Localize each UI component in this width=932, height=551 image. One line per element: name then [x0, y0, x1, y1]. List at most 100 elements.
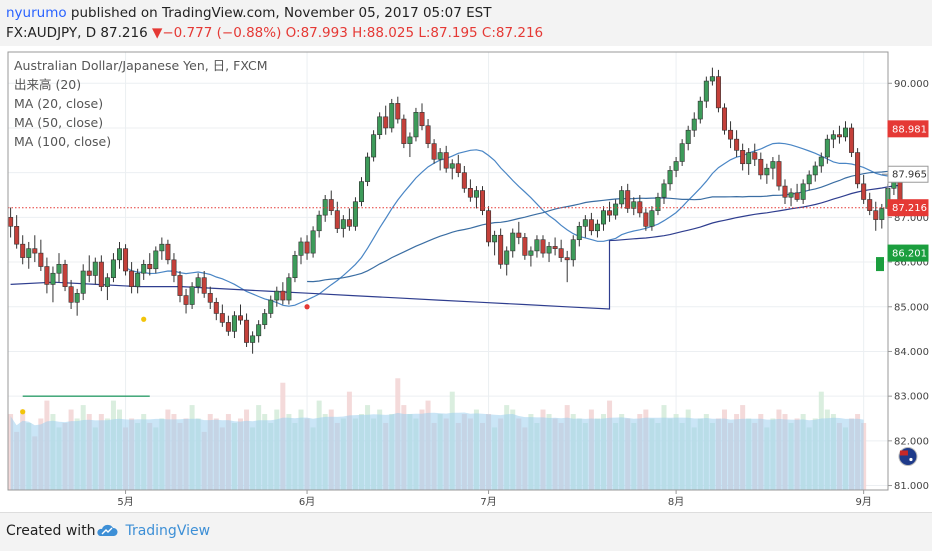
candle-body	[268, 299, 274, 314]
candle-body	[613, 203, 619, 216]
candle-body	[824, 138, 830, 158]
price-tag-label: 88.981	[892, 124, 927, 135]
candle-body	[855, 152, 861, 185]
legend-line: Australian Dollar/Japanese Yen, 日, FXCM	[14, 58, 268, 73]
candle-body	[14, 226, 20, 245]
price-tag-label: 87.965	[892, 170, 927, 181]
tradingview-cloud-icon	[97, 524, 118, 536]
candle-body	[697, 100, 703, 120]
candle-body	[431, 143, 437, 160]
candle-body	[849, 127, 855, 153]
ma-100-line	[10, 184, 901, 310]
au-flag-icon	[898, 446, 918, 466]
candle-body	[165, 243, 171, 261]
candle-body	[129, 270, 135, 287]
alert-marker	[876, 257, 884, 272]
event-dot	[304, 304, 310, 310]
flag-star	[909, 457, 913, 462]
candle-body	[153, 250, 159, 270]
candles	[8, 67, 903, 354]
candle-body	[304, 241, 310, 254]
candle-body	[225, 322, 231, 332]
volume-bars	[8, 378, 867, 490]
legend-line: 出来高 (20)	[14, 77, 81, 92]
candle-body	[443, 152, 449, 169]
candle-body	[80, 270, 86, 294]
tradingview-brand[interactable]: TradingView	[96, 523, 210, 539]
quote-line: FX:AUDJPY, D 87.216 ▼−0.777 (−0.88%) O:8…	[6, 25, 543, 41]
candle-body	[619, 190, 625, 205]
candle-body	[655, 196, 661, 211]
candle-body	[842, 127, 848, 138]
candle-body	[8, 217, 14, 227]
candle-body	[328, 199, 334, 211]
price-tag	[887, 120, 929, 138]
candle-body	[570, 239, 576, 261]
chart-frame	[7, 51, 889, 491]
volume-ma-area	[10, 412, 864, 490]
candle-body	[177, 275, 183, 296]
flag-circle	[898, 446, 918, 466]
candle-body	[770, 161, 776, 169]
candle-body	[32, 248, 38, 254]
candle-body	[171, 259, 177, 276]
candle-body	[44, 266, 50, 285]
candle-body	[358, 181, 364, 203]
candle-body	[371, 134, 377, 158]
candle-body	[740, 150, 746, 165]
x-tick-label: 7月	[480, 496, 496, 508]
x-tick-label: 9月	[855, 496, 871, 508]
candle-body	[607, 210, 613, 216]
candle-body	[123, 248, 129, 272]
volume-bar	[861, 422, 867, 490]
candle-body	[352, 201, 358, 227]
candle-body	[110, 259, 116, 279]
candle-body	[346, 219, 352, 227]
x-tick-label: 8月	[668, 496, 684, 508]
candle-body	[310, 230, 316, 254]
candle-body	[873, 210, 879, 220]
event-dot	[141, 316, 147, 322]
publish-line: nyurumo published on TradingView.com, No…	[6, 5, 492, 21]
candle-body	[673, 161, 679, 171]
candle-body	[546, 246, 552, 254]
candle-body	[685, 129, 691, 144]
candle-body	[62, 263, 68, 287]
candle-body	[377, 116, 383, 135]
candle-body	[213, 301, 219, 314]
price-tag	[887, 244, 929, 262]
symbol-label: FX:AUDJPY, D	[6, 25, 97, 41]
candle-body	[250, 335, 256, 343]
candle-body	[504, 250, 510, 265]
candle-body	[316, 214, 322, 232]
candle-body	[564, 257, 570, 261]
candle-body	[806, 174, 812, 185]
candle-body	[407, 136, 413, 144]
candle-body	[691, 118, 697, 131]
price-tag-label: 86.201	[892, 249, 927, 260]
candle-body	[734, 138, 740, 151]
candle-body	[280, 290, 286, 301]
candle-body	[594, 223, 600, 232]
price-chart[interactable]: 90.00089.00088.00087.00086.00085.00084.0…	[0, 46, 932, 512]
candle-body	[836, 134, 842, 138]
price-axis[interactable]: 90.00089.00088.00087.00086.00085.00084.0…	[876, 79, 929, 492]
y-tick-label: 86.000	[894, 258, 929, 269]
author-link[interactable]: nyurumo	[6, 5, 67, 21]
candle-body	[449, 163, 455, 169]
candle-body	[437, 152, 443, 160]
candle-body	[92, 261, 98, 276]
y-tick-label: 82.000	[894, 436, 929, 447]
candle-body	[201, 277, 207, 294]
candle-body	[861, 183, 867, 200]
candle-body	[274, 290, 280, 301]
candle-body	[292, 255, 298, 279]
price-tag-label: 87.216	[892, 203, 927, 214]
candle-body	[467, 188, 473, 198]
candle-body	[334, 210, 340, 229]
candle-body	[867, 199, 873, 211]
time-axis[interactable]: 5月6月7月8月9月10月11月	[117, 490, 932, 508]
down-arrow-icon: ▼	[151, 25, 163, 41]
created-with-text: Created with	[6, 523, 96, 539]
candle-body	[540, 239, 546, 254]
